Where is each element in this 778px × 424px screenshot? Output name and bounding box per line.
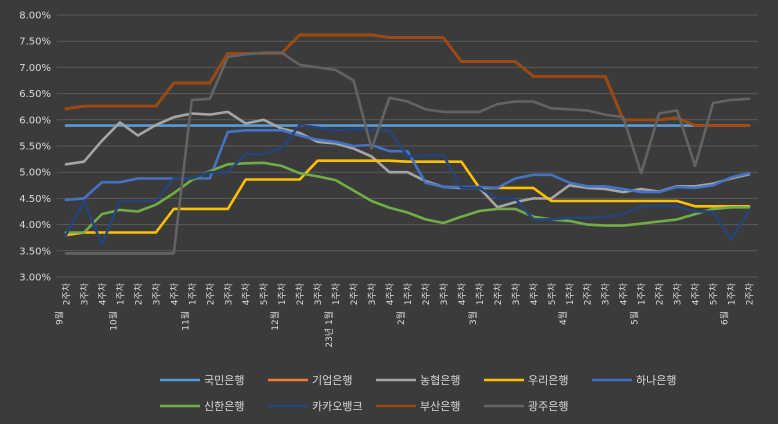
x-tick-label: 3주차 <box>366 282 378 305</box>
x-tick-label: 3주차 <box>438 282 450 305</box>
x-tick-label: 2주차 <box>744 282 756 305</box>
y-tick-label: 5.50% <box>19 142 51 153</box>
series-line <box>64 123 751 246</box>
y-tick-label: 3.00% <box>19 273 51 284</box>
x-tick-label: 1주차 <box>636 282 648 305</box>
x-month-label: 6월 <box>719 311 731 325</box>
x-tick-label: 3주차 <box>672 282 684 305</box>
legend-label: 국민은행 <box>204 374 244 387</box>
x-month-label: 12월 <box>269 311 281 331</box>
x-month-label: 9월 <box>54 311 66 325</box>
x-tick-label: 2주차 <box>204 282 216 305</box>
series-line <box>64 161 751 234</box>
y-tick-label: 3.50% <box>19 246 51 257</box>
x-tick-label: 1주차 <box>564 282 576 305</box>
y-tick-label: 5.00% <box>19 168 51 179</box>
x-month-label: 5월 <box>629 311 641 325</box>
y-tick-label: 4.50% <box>19 194 51 205</box>
x-month-label: 11월 <box>179 311 191 331</box>
y-tick-label: 7.00% <box>19 63 51 74</box>
x-tick-label: 2주차 <box>61 282 73 305</box>
x-month-label: 23년 1월 <box>323 311 335 348</box>
x-tick-label: 3주차 <box>600 282 612 305</box>
x-tick-label: 3주차 <box>510 282 522 305</box>
x-tick-label: 2주차 <box>492 282 504 305</box>
x-tick-label: 4주차 <box>690 282 702 305</box>
x-axis-ticks: 2주차 3주차 4주차 1주차 2주차 3주차 4주차 1주차 2주차 3주차 4주차 5주차 1주차 2… <box>54 282 756 347</box>
x-tick-label: 3주차 <box>222 282 234 305</box>
gridlines <box>57 14 758 278</box>
y-tick-label: 7.50% <box>19 37 51 48</box>
x-tick-label: 1주차 <box>114 282 126 305</box>
y-axis-ticks: 3.00% 3.50% 4.00% 4.50% 5.00% 5.50% 6.00% 6.50%… <box>19 11 51 284</box>
x-tick-label: 5주차 <box>708 282 720 305</box>
x-tick-label: 2주차 <box>348 282 360 305</box>
legend-label: 농협은행 <box>420 374 460 387</box>
legend-label: 카카오뱅크 <box>312 400 363 413</box>
x-tick-label: 1주차 <box>474 282 486 305</box>
x-month-label: 2월 <box>395 311 407 325</box>
x-tick-label: 1주차 <box>330 282 342 305</box>
x-month-label: 10월 <box>107 311 119 331</box>
y-tick-label: 4.00% <box>19 220 51 231</box>
x-tick-label: 4주차 <box>96 282 108 305</box>
x-tick-label: 4주차 <box>384 282 396 305</box>
series-line <box>64 51 751 255</box>
series-line <box>64 33 751 127</box>
x-tick-label: 4주차 <box>168 282 180 305</box>
x-tick-label: 5주차 <box>258 282 270 305</box>
x-tick-label: 1주차 <box>726 282 738 305</box>
x-tick-label: 1주차 <box>276 282 288 305</box>
legend-label: 기업은행 <box>312 374 352 387</box>
x-tick-label: 3주차 <box>150 282 162 305</box>
x-tick-label: 2주차 <box>420 282 432 305</box>
x-tick-label: 1주차 <box>186 282 198 305</box>
x-tick-label: 1주차 <box>402 282 414 305</box>
legend-label: 광주은행 <box>528 400 568 413</box>
y-tick-label: 8.00% <box>19 11 51 22</box>
x-tick-label: 4주차 <box>456 282 468 305</box>
x-tick-label: 2주차 <box>294 282 306 305</box>
x-tick-label: 4주차 <box>240 282 252 305</box>
series-lines <box>64 33 751 255</box>
x-tick-label: 2주차 <box>132 282 144 305</box>
x-month-label: 3월 <box>467 311 479 325</box>
x-tick-label: 3주차 <box>79 282 91 305</box>
legend-label: 우리은행 <box>528 374 568 387</box>
legend-label: 신한은행 <box>204 400 244 413</box>
x-tick-label: 2주차 <box>582 282 594 305</box>
legend-label: 하나은행 <box>636 373 676 387</box>
x-tick-label: 5주차 <box>546 282 558 305</box>
x-tick-label: 4주차 <box>618 282 630 305</box>
x-tick-label: 4주차 <box>528 282 540 305</box>
x-tick-label: 3주차 <box>312 282 324 305</box>
x-tick-label: 2주차 <box>654 282 666 305</box>
y-tick-label: 6.50% <box>19 89 51 100</box>
y-tick-label: 6.00% <box>19 115 51 126</box>
legend-label: 부산은행 <box>420 400 460 413</box>
x-month-label: 4월 <box>557 311 569 325</box>
